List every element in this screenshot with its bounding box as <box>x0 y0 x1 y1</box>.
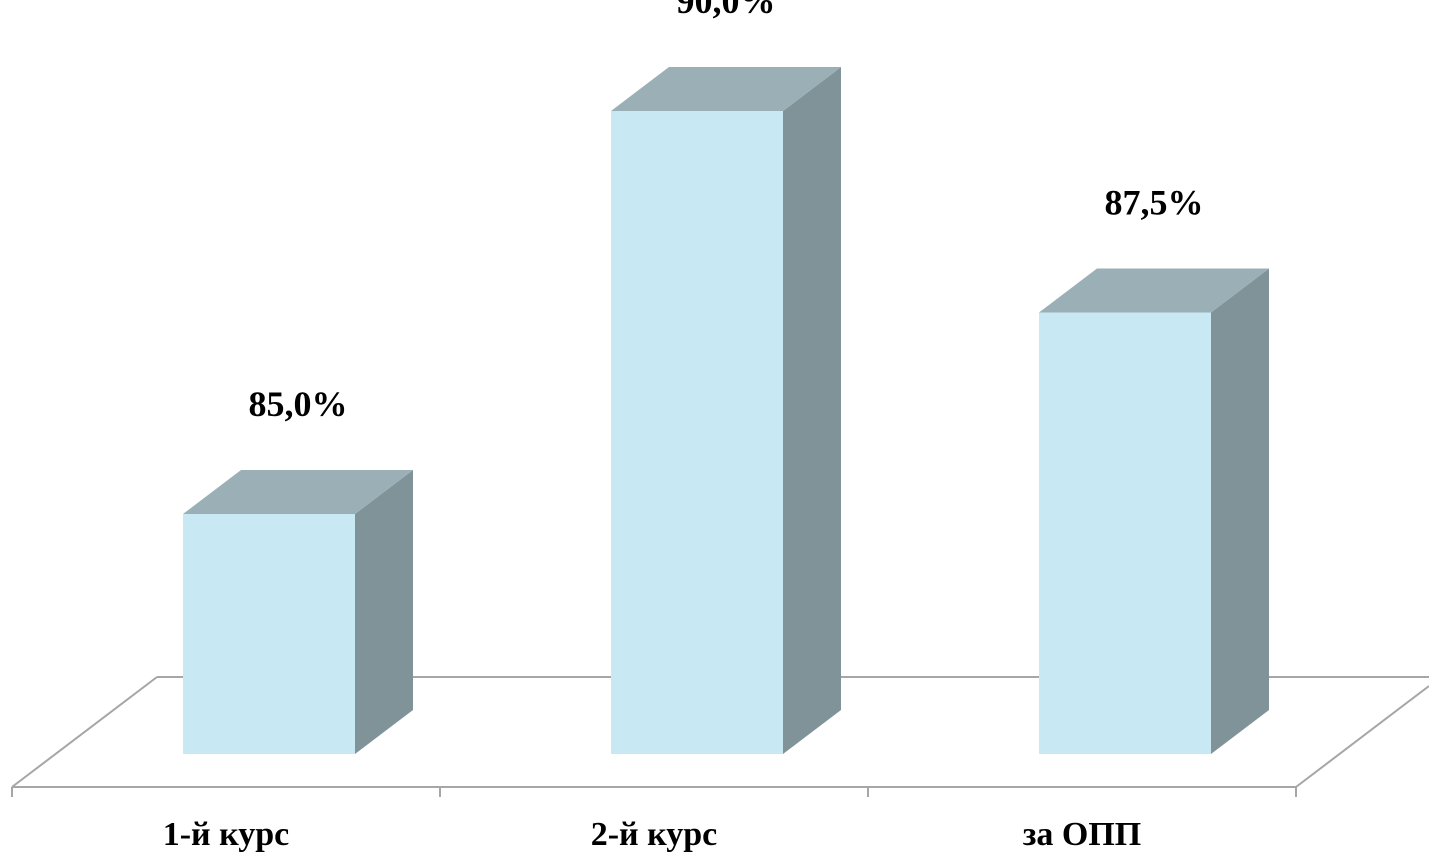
bar-top-face <box>611 67 841 111</box>
bar <box>183 470 413 754</box>
bar <box>1039 268 1269 754</box>
bars <box>183 67 1269 754</box>
bar-top-face <box>1039 268 1269 313</box>
bar-side-face <box>355 470 413 754</box>
bar-front-face <box>611 111 783 754</box>
category-labels: 1-й курс 2-й курс за ОПП <box>163 816 1142 853</box>
floor-left-edge <box>11 676 158 788</box>
data-label: 90,0% <box>677 0 776 21</box>
bar <box>611 67 841 754</box>
bar-front-face <box>1039 312 1211 754</box>
data-label: 87,5% <box>1105 183 1204 223</box>
bar-side-face <box>1211 268 1269 754</box>
floor-right-edge <box>1295 685 1429 788</box>
category-label: за ОПП <box>1023 816 1142 853</box>
bar-side-face <box>783 67 841 754</box>
bar-front-face <box>183 514 355 754</box>
bar-top-face <box>183 470 413 514</box>
data-label: 85,0% <box>249 384 348 424</box>
x-axis-ticks <box>11 787 1297 797</box>
category-label: 2-й курс <box>591 816 718 853</box>
data-labels: 85,0% 90,0% 87,5% <box>249 0 1204 424</box>
category-label: 1-й курс <box>163 816 290 853</box>
